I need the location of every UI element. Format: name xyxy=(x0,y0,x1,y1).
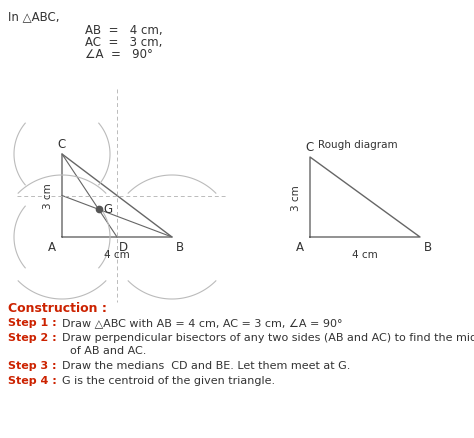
Text: AC  =   3 cm,: AC = 3 cm, xyxy=(85,36,163,49)
Text: A: A xyxy=(48,240,56,254)
Text: Step 1 :: Step 1 : xyxy=(8,317,56,327)
Text: of AB and AC.: of AB and AC. xyxy=(70,345,146,355)
Text: Draw perpendicular bisectors of any two sides (AB and AC) to find the mid points: Draw perpendicular bisectors of any two … xyxy=(62,332,474,342)
Text: Construction :: Construction : xyxy=(8,301,107,314)
Text: 4 cm: 4 cm xyxy=(352,249,378,259)
Text: 3 cm: 3 cm xyxy=(291,185,301,210)
Text: In △ABC,: In △ABC, xyxy=(8,10,60,23)
Text: Draw the medians  CD and BE. Let them meet at G.: Draw the medians CD and BE. Let them mee… xyxy=(62,360,350,370)
Text: 3 cm: 3 cm xyxy=(43,183,53,209)
Text: Step 2 :: Step 2 : xyxy=(8,332,56,342)
Text: B: B xyxy=(424,240,432,254)
Text: G: G xyxy=(104,202,113,215)
Text: Draw △ABC with AB = 4 cm, AC = 3 cm, ∠A = 90°: Draw △ABC with AB = 4 cm, AC = 3 cm, ∠A … xyxy=(62,317,343,327)
Text: C: C xyxy=(58,138,66,151)
Text: A: A xyxy=(296,240,304,254)
Text: Step 4 :: Step 4 : xyxy=(8,375,57,385)
Text: Step 3 :: Step 3 : xyxy=(8,360,56,370)
Text: AB  =   4 cm,: AB = 4 cm, xyxy=(85,24,163,37)
Text: 4 cm: 4 cm xyxy=(104,249,130,259)
Text: G is the centroid of the given triangle.: G is the centroid of the given triangle. xyxy=(62,375,275,385)
Text: ∠A  =   90°: ∠A = 90° xyxy=(85,48,153,61)
Text: B: B xyxy=(176,240,184,254)
Text: Rough diagram: Rough diagram xyxy=(318,140,398,150)
Text: D: D xyxy=(119,240,128,254)
Text: C: C xyxy=(306,141,314,154)
